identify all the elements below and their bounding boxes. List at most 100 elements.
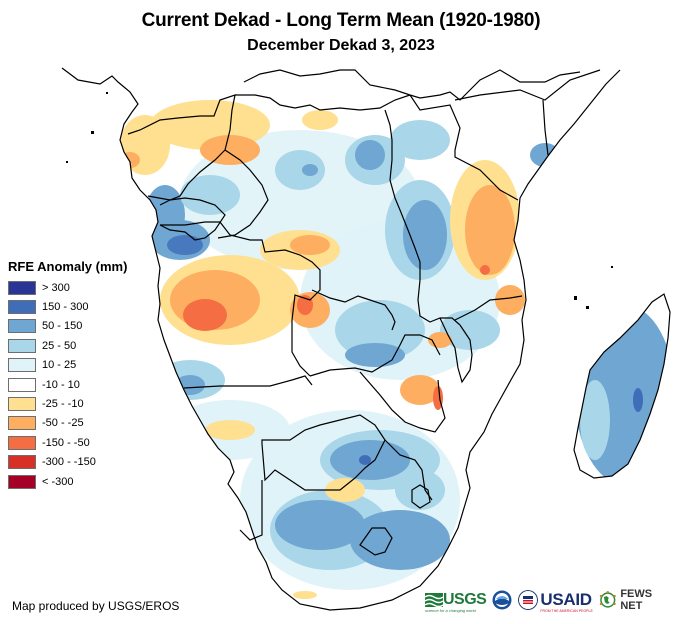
anomaly-patch [180, 175, 240, 215]
islands [66, 92, 613, 309]
border-madagascar [573, 293, 671, 479]
border-angola-north [160, 221, 321, 377]
legend-label: -50 - -25 [42, 417, 84, 430]
anomaly-patch [350, 510, 450, 570]
border-car-drc [235, 94, 411, 111]
border-zambia-zim [309, 334, 441, 377]
legend-item: < -300 [8, 472, 127, 491]
anomaly-patch [120, 115, 170, 175]
anomaly-patch [293, 591, 317, 599]
legend-item: 10 - 25 [8, 356, 127, 375]
anomaly-patch [495, 285, 525, 315]
legend-label: < -300 [42, 475, 74, 488]
border-swaziland [411, 484, 431, 509]
legend-label: > 300 [42, 281, 70, 294]
legend-item: -50 - -25 [8, 414, 127, 433]
legend-label: 50 - 150 [42, 320, 83, 333]
legend-item: 150 - 300 [8, 297, 127, 316]
fews-net-logo: FEWS NET [598, 588, 676, 612]
coastline [61, 67, 621, 611]
border-tanzania-moz [454, 295, 523, 321]
legend-swatch [8, 300, 36, 315]
anomaly-patch [290, 235, 330, 255]
border-botswana [261, 414, 386, 491]
anomaly-patch [302, 110, 338, 130]
partner-logos: USGS science for a changing world USAID … [425, 587, 682, 613]
legend-swatch [8, 358, 36, 373]
anomaly-patch [355, 140, 385, 170]
island [586, 306, 589, 309]
usgs-wordmark: USGS [443, 591, 487, 608]
map-title: Current Dekad - Long Term Mean (1920-198… [141, 10, 541, 31]
border-cameroon [127, 94, 236, 206]
border-drc-zambia [311, 289, 396, 331]
map-subtitle: December Dekad 3, 2023 [247, 37, 435, 54]
legend-swatch [8, 338, 36, 353]
island [91, 131, 94, 134]
anomaly-patch [480, 265, 490, 275]
anomaly-patch [335, 300, 425, 360]
legend-swatch [8, 455, 36, 470]
legend-label: 150 - 300 [42, 301, 89, 314]
anomaly-patch [167, 235, 203, 255]
anomaly-patch [395, 470, 445, 510]
legend-item: -150 - -50 [8, 433, 127, 452]
noaa-seal-icon [492, 590, 512, 610]
legend-swatch [8, 397, 36, 412]
noaa-logo [492, 590, 512, 610]
usgs-wave-icon [425, 593, 443, 607]
legend-label: 10 - 25 [42, 359, 77, 372]
anomaly-patch [400, 375, 440, 405]
fews-net-wordmark: FEWS NET [620, 588, 653, 612]
border-sa-moz [384, 439, 433, 501]
legend-label: -150 - -50 [42, 436, 90, 449]
anomaly-patch [275, 150, 325, 190]
usaid-seal-icon [518, 590, 539, 610]
anomaly-patch [403, 200, 447, 270]
legend-swatch [8, 280, 36, 295]
legend-item: -10 - 10 [8, 375, 127, 394]
anomaly-patch [359, 455, 371, 465]
anomaly-patch [325, 478, 365, 502]
usgs-logo: USGS science for a changing world [425, 591, 487, 613]
country-borders [61, 67, 671, 611]
border-kenya-somalia [542, 99, 549, 156]
legend-label: -300 - -150 [42, 456, 96, 469]
legend-label: -25 - -10 [42, 398, 84, 411]
border-sahel [243, 69, 581, 101]
legend-item: > 300 [8, 278, 127, 297]
island [66, 161, 68, 163]
border-malawi [439, 317, 473, 384]
anomaly-patch [345, 343, 405, 367]
fews-globe-icon [599, 590, 616, 608]
usaid-tagline: FROM THE AMERICAN PEOPLE [540, 609, 593, 613]
legend-swatch [8, 435, 36, 450]
border-angola-south [183, 375, 313, 389]
anomaly-patch [580, 380, 610, 460]
anomaly-patch [302, 164, 318, 176]
border-uganda-kenya [409, 94, 519, 201]
legend-item: 50 - 150 [8, 317, 127, 336]
legend-item: -300 - -150 [8, 453, 127, 472]
legend-items: > 300 150 - 300 50 - 150 25 - 50 10 - 25 -10 … [8, 278, 127, 491]
legend-label: 25 - 50 [42, 339, 77, 352]
anomaly-patch [200, 135, 260, 165]
legend-swatch [8, 474, 36, 489]
legend-item: 25 - 50 [8, 336, 127, 355]
border-ethiopia-kenya [454, 69, 601, 101]
island [611, 266, 613, 268]
usaid-logo: USAID FROM THE AMERICAN PEOPLE [518, 590, 593, 613]
anomaly-patch [183, 299, 227, 331]
anomaly-patch [390, 120, 450, 160]
legend-swatch [8, 319, 36, 334]
border-congo-drc [217, 149, 269, 239]
legend-item: -25 - -10 [8, 394, 127, 413]
legend-swatch [8, 416, 36, 431]
anomaly-patch [175, 375, 205, 395]
usgs-tagline: science for a changing world [425, 608, 476, 613]
island [106, 92, 108, 94]
usaid-wordmark: USAID [540, 590, 592, 609]
border-namibia-sa [239, 480, 263, 541]
border-zimbabwe [359, 371, 446, 433]
